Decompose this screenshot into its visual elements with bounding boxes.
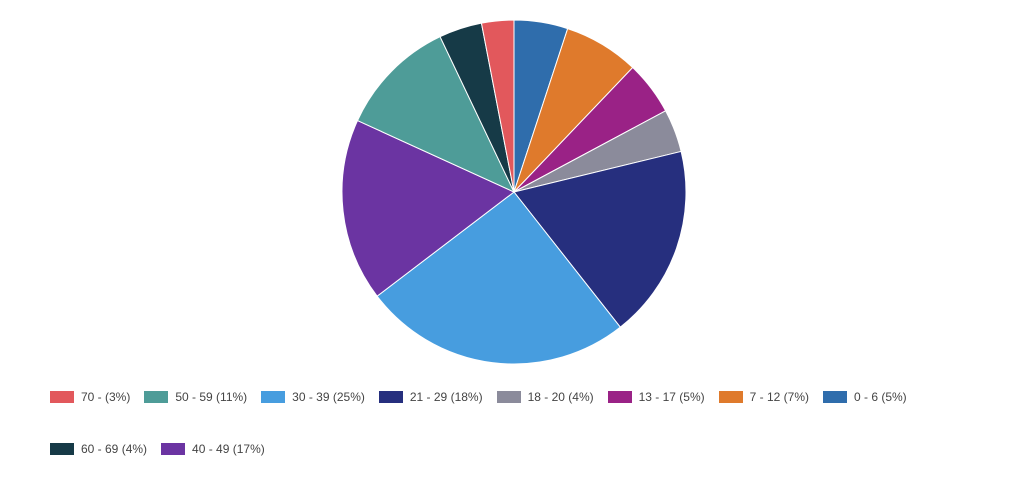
legend-label: 30 - 39 (25%)	[292, 390, 365, 404]
legend-label: 60 - 69 (4%)	[81, 442, 148, 456]
legend-label: 13 - 17 (5%)	[638, 390, 705, 404]
legend-item[interactable]: 50 - 59 (11%)	[144, 390, 247, 404]
legend-row-2: 60 - 69 (4%) 40 - 49 (17%)	[50, 438, 1010, 460]
legend-row-1: 70 - (3%) 50 - 59 (11%) 30 - 39 (25%) 21 - …	[50, 386, 1010, 408]
legend-label: 50 - 59 (11%)	[175, 390, 248, 404]
legend-label: 0 - 6 (5%)	[854, 390, 907, 404]
legend-item[interactable]: 18 - 20 (4%)	[496, 390, 594, 404]
legend-swatch	[496, 391, 521, 403]
pie-slice-4[interactable]	[513, 150, 687, 328]
legend-item[interactable]: 40 - 49 (17%)	[161, 442, 265, 456]
pie-slice-5[interactable]	[376, 191, 622, 365]
legend-swatch	[823, 391, 847, 403]
legend-item[interactable]: 0 - 6 (5%)	[823, 390, 907, 404]
pie-slice-9[interactable]	[480, 19, 515, 193]
legend-swatch	[718, 391, 743, 403]
legend-swatch	[261, 391, 286, 403]
legend-swatch	[50, 391, 74, 403]
pie-slice-6[interactable]	[341, 119, 515, 297]
legend-label: 21 - 29 (18%)	[409, 390, 483, 404]
legend-swatch	[144, 391, 169, 403]
pie-chart-plot	[341, 19, 687, 365]
legend-label: 70 - (3%)	[81, 390, 131, 404]
legend-label: 40 - 49 (17%)	[192, 442, 265, 456]
chart-legend: 70 - (3%) 50 - 59 (11%) 30 - 39 (25%) 21 - …	[50, 386, 1010, 490]
legend-item[interactable]: 21 - 29 (18%)	[378, 390, 483, 404]
legend-label: 7 - 12 (7%)	[749, 390, 809, 404]
legend-item[interactable]: 70 - (3%)	[50, 390, 130, 404]
legend-item[interactable]: 60 - 69 (4%)	[50, 442, 147, 456]
legend-item[interactable]: 13 - 17 (5%)	[607, 390, 705, 404]
legend-swatch	[50, 443, 74, 455]
legend-swatch	[161, 443, 186, 455]
pie-slice-7[interactable]	[356, 36, 516, 194]
legend-label: 18 - 20 (4%)	[527, 390, 594, 404]
legend-item[interactable]: 7 - 12 (7%)	[718, 390, 809, 404]
legend-swatch	[378, 391, 403, 403]
legend-swatch	[607, 391, 632, 403]
legend-item[interactable]: 30 - 39 (25%)	[261, 390, 365, 404]
